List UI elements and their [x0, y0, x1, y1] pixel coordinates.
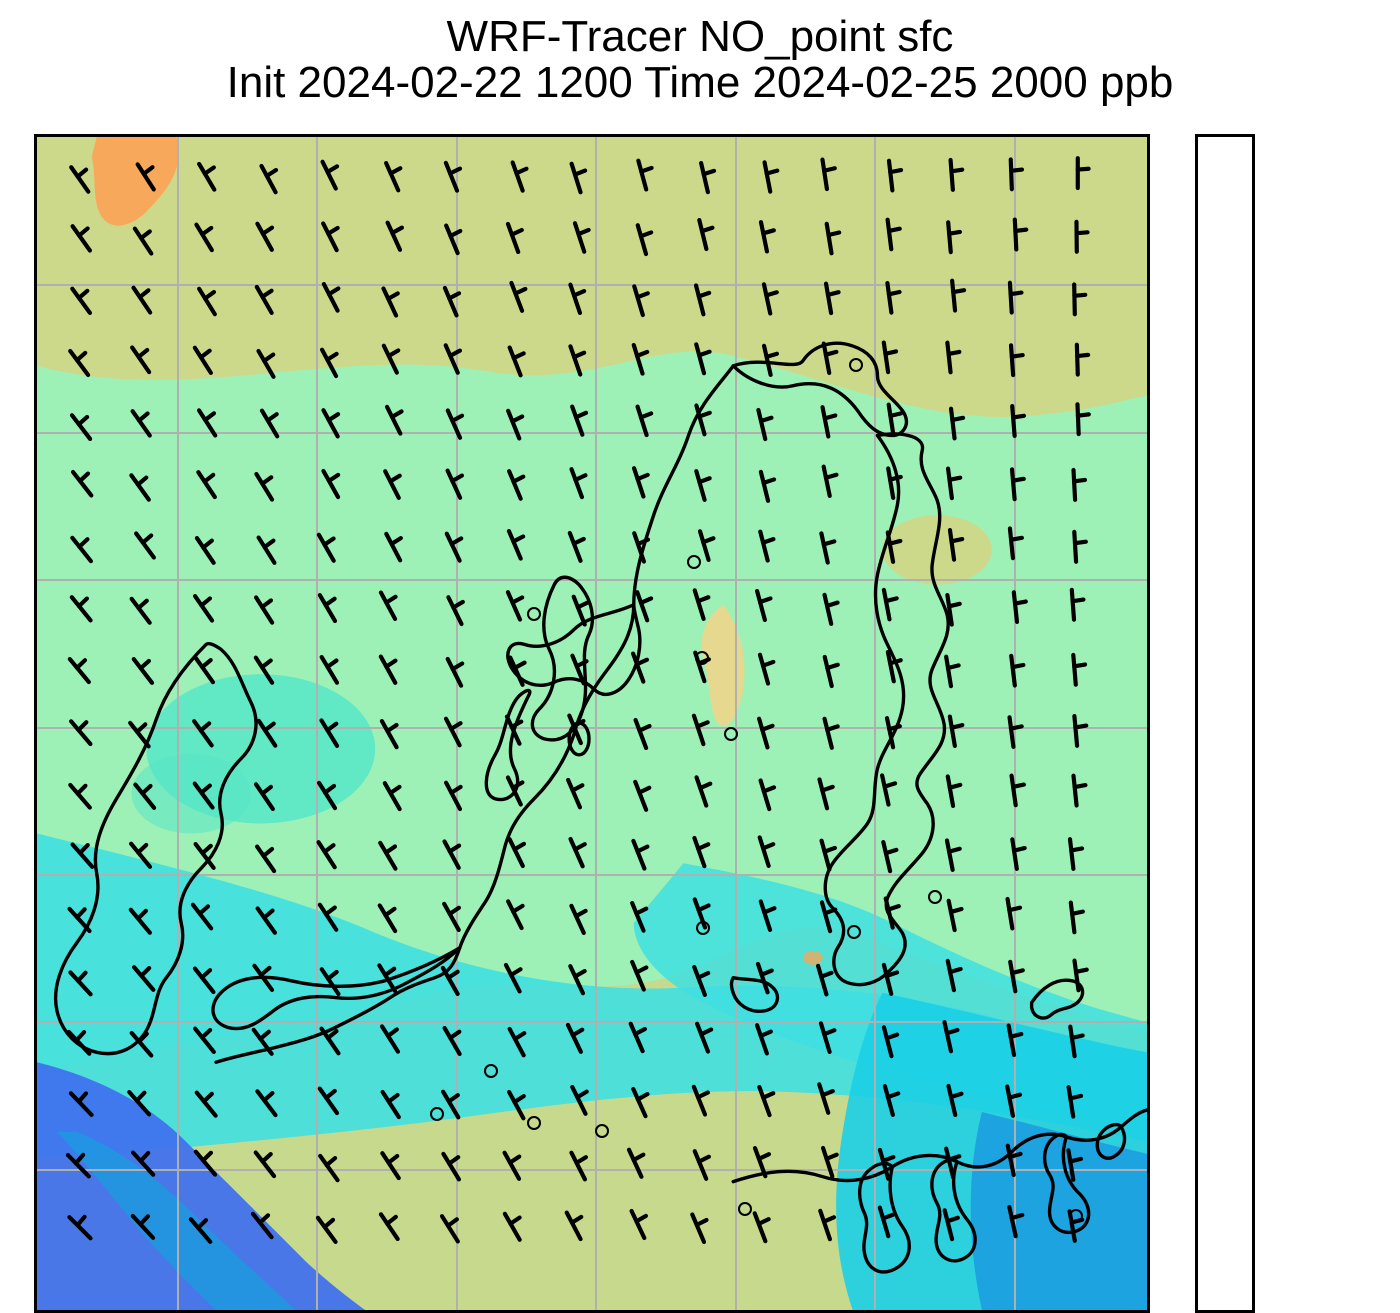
grid-vertical-line [316, 137, 318, 1310]
grid-horizontal-line [37, 874, 1147, 876]
grid-horizontal-line [37, 284, 1147, 286]
grid-vertical-line [456, 137, 458, 1310]
grid-horizontal-line [37, 727, 1147, 729]
city-marker[interactable] [527, 607, 541, 621]
grid-vertical-line [735, 137, 737, 1310]
city-marker[interactable] [430, 1107, 444, 1121]
city-marker[interactable] [738, 1202, 752, 1216]
wrf-tracer-map-page: WRF-Tracer NO_point sfc Init 2024-02-22 … [0, 0, 1400, 1313]
city-marker[interactable] [687, 555, 701, 569]
city-marker[interactable] [595, 1124, 609, 1138]
city-marker[interactable] [484, 1064, 498, 1078]
city-marker[interactable] [849, 358, 863, 372]
city-marker[interactable] [696, 921, 710, 935]
title-block: WRF-Tracer NO_point sfc Init 2024-02-22 … [0, 14, 1400, 106]
city-marker[interactable] [1069, 1209, 1083, 1223]
colorbar[interactable] [1195, 134, 1290, 1313]
grid-horizontal-line [37, 1021, 1147, 1023]
map-plot-area[interactable] [34, 134, 1150, 1313]
colorbar-swatch-column [1195, 134, 1255, 1313]
city-marker[interactable] [527, 1116, 541, 1130]
grid-horizontal-line [37, 579, 1147, 581]
city-marker[interactable] [928, 890, 942, 904]
grid-vertical-line [874, 137, 876, 1310]
city-marker[interactable] [847, 925, 861, 939]
grid-horizontal-line [37, 432, 1147, 434]
title-line-1: WRF-Tracer NO_point sfc [0, 14, 1400, 60]
grid-vertical-line [1014, 137, 1016, 1310]
title-line-2: Init 2024-02-22 1200 Time 2024-02-25 200… [0, 60, 1400, 106]
city-marker[interactable] [695, 651, 709, 665]
city-marker[interactable] [724, 727, 738, 741]
grid-horizontal-line [37, 1169, 1147, 1171]
grid-vertical-line [177, 137, 179, 1310]
contour-fill-layer [37, 137, 1147, 1310]
